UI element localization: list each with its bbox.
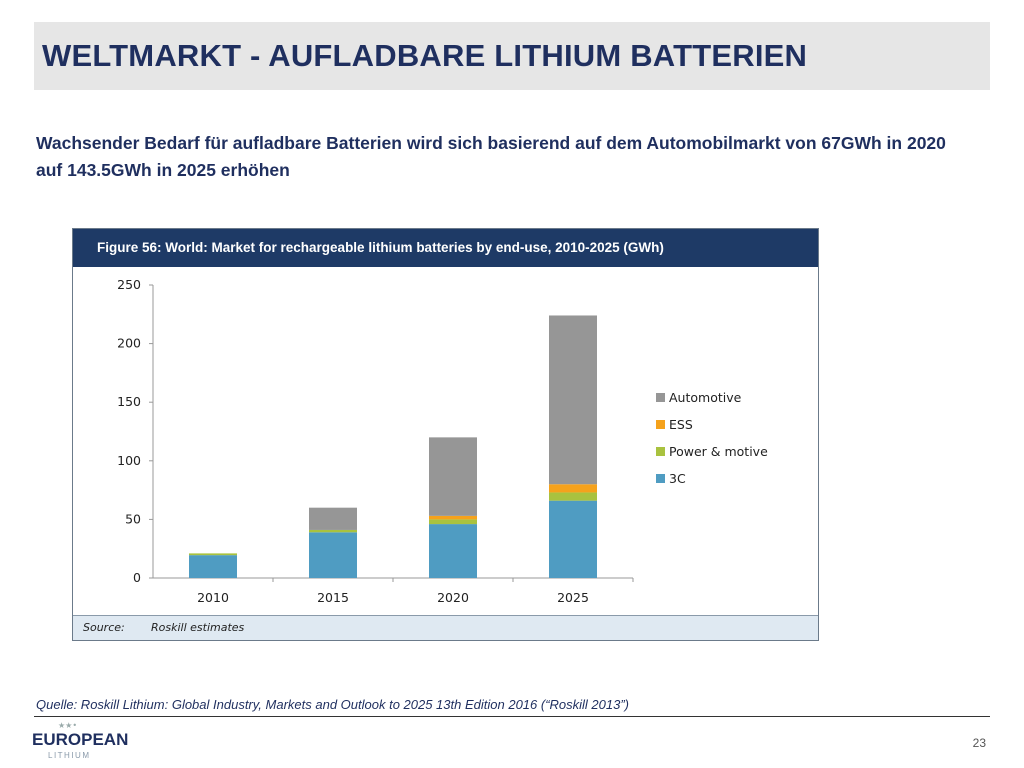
legend-swatch [656,447,665,456]
y-tick-label: 250 [117,277,141,292]
bar-segment-3c [429,524,477,578]
x-tick-label: 2020 [437,590,469,605]
bar-segment-3c [309,532,357,578]
source-label: Source: [83,621,125,634]
x-tick-label: 2015 [317,590,349,605]
slide-title: WELTMARKT - AUFLADBARE LITHIUM BATTERIEN [42,38,808,73]
bar-segment-3c [549,500,597,578]
bar-segment-ess [549,484,597,493]
source-text: Roskill estimates [151,621,245,634]
legend-label: Power & motive [669,444,768,459]
title-bar: WELTMARKT - AUFLADBARE LITHIUM BATTERIEN [34,22,990,90]
bar-segment-automotive [429,437,477,516]
bar-segment-ess [429,515,477,520]
bar-segment-power-motive [429,519,477,525]
legend-label: 3C [669,471,686,486]
x-tick-label: 2025 [557,590,589,605]
y-tick-label: 50 [125,511,141,526]
logo-line2: LITHIUM [48,751,91,760]
x-tick-label: 2010 [197,590,229,605]
legend-swatch [656,393,665,402]
page-number: 23 [972,736,986,750]
bar-chart: 0 50 100 150 200 250 2010 2015 2020 2025 Automotiv… [117,277,768,605]
y-tick-label: 200 [117,336,141,351]
bar-segment-power-motive [189,553,237,556]
source-citation: Quelle: Roskill Lithium: Global Industry… [36,697,629,712]
bar-segment-3c [189,555,237,578]
legend-swatch [656,474,665,483]
logo-line1: EUROPEAN [32,730,129,749]
bar-segment-power-motive [309,529,357,533]
figure-title: Figure 56: World: Market for rechargeabl… [73,229,818,267]
y-tick-label: 0 [133,570,141,585]
footer-divider [34,716,990,717]
y-tick-label: 100 [117,453,141,468]
bar-segment-automotive [309,507,357,530]
legend-label: Automotive [669,390,742,405]
figure: Figure 56: World: Market for rechargeabl… [72,228,819,641]
slide-subtitle: Wachsender Bedarf für aufladbare Batteri… [36,133,946,180]
logo-stars-icon: ★★• [58,721,78,730]
legend-label: ESS [669,417,693,432]
legend-swatch [656,420,665,429]
bar-segment-power-motive [549,492,597,501]
bar-segment-automotive [549,315,597,485]
y-tick-label: 150 [117,394,141,409]
european-lithium-logo: ★★• EUROPEAN LITHIUM [32,721,128,765]
figure-source: Source: Roskill estimates [73,615,818,640]
